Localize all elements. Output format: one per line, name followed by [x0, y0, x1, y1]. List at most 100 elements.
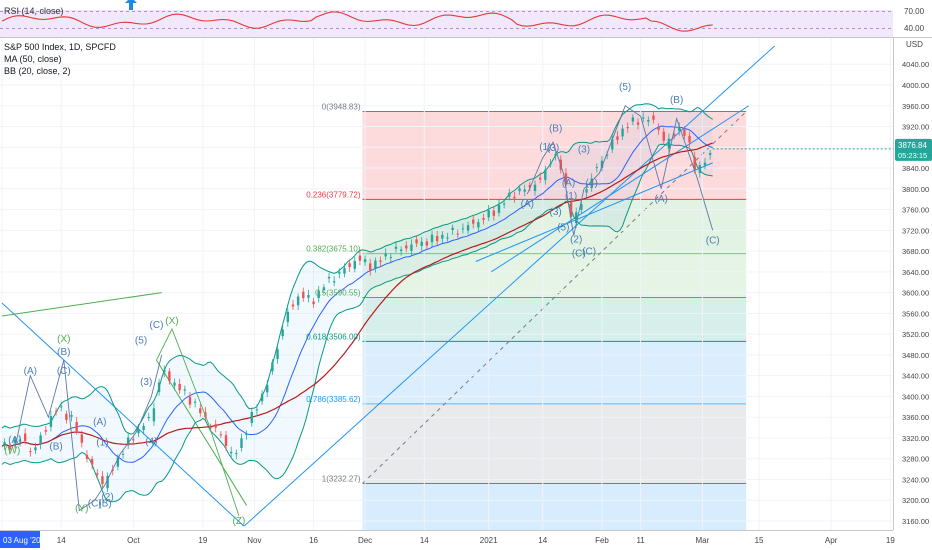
candle-body: [605, 154, 609, 156]
fib-zone: [362, 297, 747, 342]
candle-body: [384, 253, 387, 257]
candle-body: [631, 117, 635, 122]
time-axis[interactable]: 03 Aug '20 14 Oct 19 Nov 16 Dec 14 2021 14 Feb 11 Ma…: [0, 531, 895, 548]
candle-body: [266, 384, 269, 393]
fib-level-label: 1(3232.27): [322, 474, 361, 483]
wave-label: (C): [88, 498, 102, 509]
price-tick: 3920.00: [902, 123, 929, 132]
fib-level-label: 0.786(3385.62): [306, 395, 361, 404]
bollinger-band-fill: [2, 103, 713, 502]
candle-body: [152, 408, 156, 422]
rsi-pane: RSI (14, close) 70.00 40.00: [0, 0, 925, 37]
trendlines[interactable]: [1, 45, 775, 527]
bb-upper: [1, 103, 713, 435]
candle-body: [240, 438, 243, 448]
fib-level-label: 0(3948.83): [322, 103, 361, 112]
currency-unit: USD: [906, 40, 923, 49]
wave-label: (5): [619, 82, 631, 93]
wave-label: (X): [57, 334, 70, 345]
trendline-resistance[interactable]: [1, 302, 245, 527]
trendline-green-2[interactable]: [156, 359, 248, 506]
fibonacci-labels: 0(3948.83) 0.236(3779.72) 0.382(3675.10) 0.…: [306, 103, 361, 484]
candle-body: [683, 129, 686, 136]
price-tick: 3480.00: [902, 351, 929, 360]
wave-path[interactable]: [526, 105, 714, 236]
candle-body: [276, 349, 279, 360]
time-tick: 14: [420, 536, 429, 545]
candle-body: [554, 153, 557, 156]
candle-body: [430, 234, 434, 243]
price-tick: 3840.00: [902, 164, 929, 173]
rsi-tick-40: 40.00: [904, 24, 925, 33]
price-tick: 3320.00: [902, 434, 929, 443]
candle-body: [173, 382, 176, 386]
bb-band-fill: [2, 103, 713, 502]
rsi-label: RSI (14, close): [4, 6, 64, 16]
wave-label: (1): [565, 191, 577, 202]
wave-count-paths[interactable]: [14, 105, 714, 516]
fib-zone: [362, 253, 747, 298]
time-tick: 19: [886, 536, 895, 545]
candle-body: [667, 138, 671, 149]
candle-body: [672, 133, 676, 136]
price-axis[interactable]: 4040.004000.003960.003920.003880.003840.…: [902, 60, 929, 526]
candle-body: [497, 204, 501, 213]
price-tick: 3560.00: [902, 309, 929, 318]
trendline-channel[interactable]: [490, 105, 750, 273]
trendline-green[interactable]: [1, 292, 162, 317]
bb-basis: [1, 125, 713, 463]
time-tick: 14: [57, 536, 66, 545]
time-tick: Nov: [247, 536, 261, 545]
candle-body: [90, 459, 94, 465]
time-tick: 11: [636, 536, 645, 545]
candle-body: [446, 237, 449, 239]
wave-path[interactable]: [14, 354, 163, 512]
candle-body: [70, 414, 73, 417]
candle-body: [85, 454, 89, 459]
wave-path[interactable]: [156, 327, 240, 516]
candle-body: [260, 393, 264, 402]
price-tick: 3520.00: [902, 330, 929, 339]
candle-body: [8, 447, 11, 450]
trendline-channel-2[interactable]: [475, 162, 713, 262]
candle-body: [307, 294, 310, 298]
candle-body: [626, 127, 629, 129]
trendline-support[interactable]: [243, 45, 775, 527]
candle-body: [286, 311, 290, 323]
candle-body: [528, 185, 532, 188]
candle-body: [652, 115, 655, 120]
candle-body: [657, 126, 660, 131]
wave-label: (A): [93, 417, 106, 428]
price-tick: 3200.00: [902, 496, 929, 505]
wave-label: (3): [550, 207, 562, 218]
candle-body: [317, 290, 320, 298]
time-tick: 19: [198, 536, 207, 545]
candle-body: [296, 296, 300, 306]
candle-body: [348, 263, 351, 268]
wave-label: (A): [24, 366, 37, 377]
price-tick: 4040.00: [902, 60, 929, 69]
wave-label: (Y): [75, 504, 88, 515]
candle-body: [34, 447, 37, 451]
time-tick: 14: [538, 536, 547, 545]
candle-body: [199, 408, 202, 414]
wave-label: (3): [547, 143, 559, 154]
candle-body: [291, 304, 295, 307]
candle-body: [575, 212, 578, 224]
candle-body: [163, 369, 166, 373]
candle-body: [693, 156, 696, 170]
candle-body: [271, 362, 274, 372]
candle-body: [451, 227, 454, 231]
wave-label: (2): [101, 492, 113, 503]
fib-zone: [362, 403, 747, 484]
legend-bb: BB (20, close, 2): [4, 66, 71, 76]
candle-body: [621, 128, 624, 137]
candle-body: [157, 382, 161, 392]
candle-body: [678, 127, 681, 131]
candle-body: [142, 425, 145, 431]
time-tick: 2021: [480, 536, 498, 545]
candle-body: [49, 416, 53, 427]
candle-body: [662, 131, 665, 141]
candle-body: [29, 451, 32, 453]
